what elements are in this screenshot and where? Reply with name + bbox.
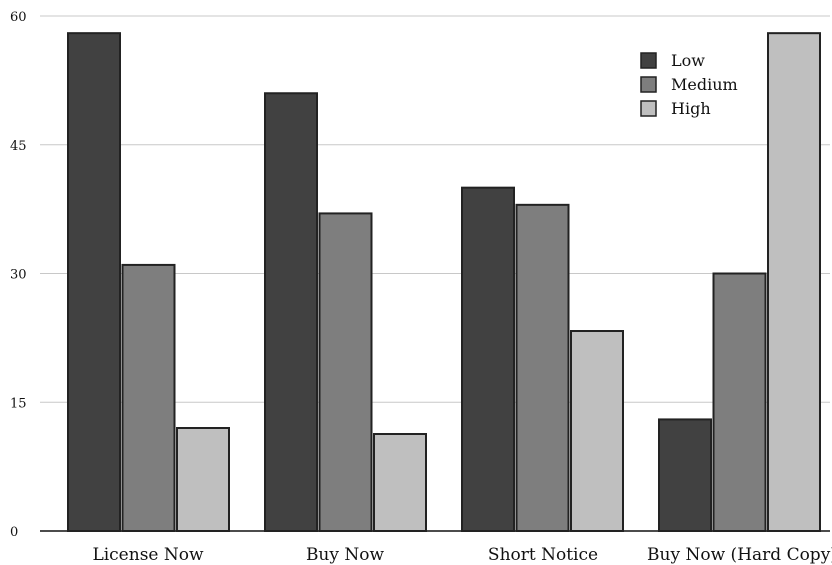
- legend-swatch-low: [640, 52, 657, 69]
- legend-swatch-medium: [640, 76, 657, 93]
- y-tick-label: 15: [10, 396, 27, 411]
- bar-medium-0: [121, 263, 176, 532]
- bar-low-3: [658, 418, 712, 532]
- y-tick-label: 0: [10, 525, 18, 540]
- bar-low-0: [67, 32, 121, 533]
- x-category-label: Buy Now: [306, 545, 385, 565]
- bar-low-2: [461, 186, 515, 533]
- bar-high-0: [176, 427, 230, 532]
- bar-medium-1: [318, 212, 373, 533]
- legend: Low Medium High: [640, 51, 738, 118]
- legend-label-high: High: [671, 99, 711, 118]
- bars: [67, 32, 821, 533]
- bar-low-1: [264, 92, 318, 532]
- bar-medium-3: [712, 272, 767, 532]
- y-tick-labels: 0 15 30 45 60: [10, 10, 27, 540]
- category-labels: License Now Buy Now Short Notice Buy Now (H…: [92, 545, 832, 565]
- y-tick-label: 60: [10, 10, 27, 25]
- bar-medium-2: [515, 203, 570, 532]
- legend-label-medium: Medium: [671, 75, 738, 94]
- x-category-label: License Now: [92, 545, 204, 565]
- x-category-label: Short Notice: [488, 545, 598, 565]
- legend-swatch-high: [640, 100, 657, 117]
- bar-high-1: [373, 433, 427, 532]
- bar-high-2: [570, 330, 624, 532]
- y-tick-label: 45: [10, 139, 27, 154]
- legend-label-low: Low: [671, 51, 705, 70]
- y-tick-label: 30: [10, 268, 27, 283]
- x-category-label: Buy Now (Hard Copy): [647, 545, 832, 565]
- bar-high-3: [767, 32, 821, 533]
